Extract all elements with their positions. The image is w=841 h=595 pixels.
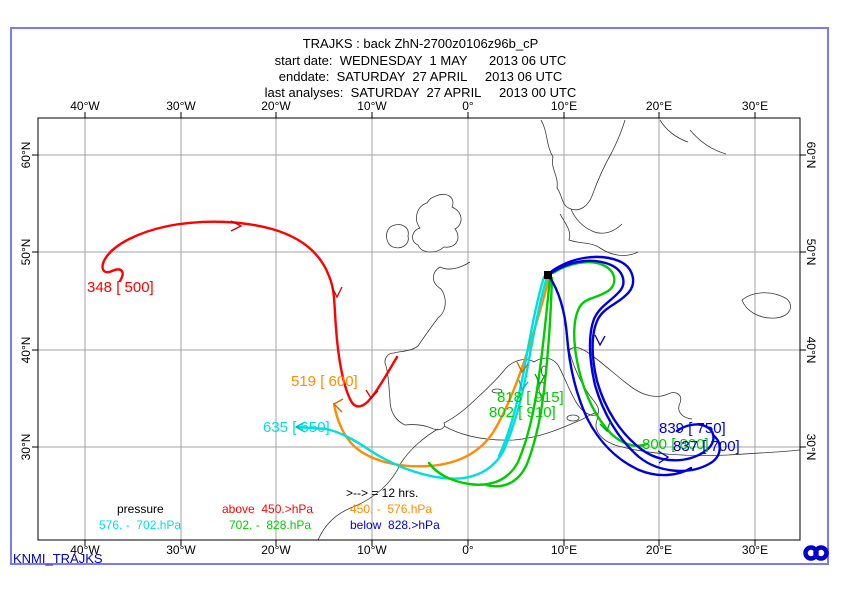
legend-band-702-828: 702. - 828.hPa (229, 518, 312, 532)
legend-band-576-702: 576. - 702.hPa (99, 518, 182, 532)
trajectory-label-915: 818 [ 915] (497, 389, 564, 406)
lon-label-bottom-40w: 40°W (70, 543, 100, 557)
trajectory-label-910: 802 [ 910] (489, 404, 556, 421)
trajectory-700hpa (547, 259, 721, 477)
map-grid (38, 118, 800, 540)
legend-arrow-note: >--> = 12 hrs. (346, 486, 419, 500)
lat-label-right-60n: 60°N (804, 141, 818, 169)
lat-label-left-60n: 60°N (19, 141, 33, 169)
legend-band-450-576: 450. - 576.hPa (350, 502, 433, 516)
receptor-square-marker (544, 271, 552, 279)
lon-label-bottom-10e: 10°E (550, 543, 578, 557)
start-date-line: start date: WEDNESDAY 1 MAY 2013 06 UTC (274, 53, 567, 68)
lat-label-left-30n: 30°N (19, 433, 33, 461)
lon-label-bottom-0: 0° (462, 543, 474, 557)
knmi-footer-brand: KNMI_TRAJKS (13, 551, 103, 566)
lat-label-left-40n: 40°N (19, 336, 33, 364)
lon-label-top-30e: 30°E (741, 99, 769, 113)
lon-label-top-40w: 40°W (70, 99, 100, 113)
trajectory-915hpa (427, 276, 552, 486)
lon-label-top-10w: 10°W (357, 99, 387, 113)
trajectory-label-600: 519 [ 600] (291, 373, 358, 390)
trajectory-800hpa (551, 261, 649, 447)
lon-label-bottom-20w: 20°W (261, 543, 291, 557)
trajectory-600hpa (332, 276, 551, 468)
lat-label-left-50n: 50°N (19, 238, 33, 266)
lon-label-bottom-10w: 10°W (357, 543, 387, 557)
legend-band-above-450: above 450.>hPa (222, 502, 314, 516)
trajectory-label-650: 635 [ 650] (263, 419, 330, 436)
trajectory-label-500: 348 [ 500] (87, 279, 154, 296)
lat-label-right-40n: 40°N (804, 336, 818, 364)
ec-logo-icon (803, 545, 829, 561)
trajectory-label-700: 837 [ 700] (673, 438, 740, 455)
lon-label-top-0: 0° (462, 99, 474, 113)
trajectory-910hpa (484, 276, 554, 488)
lon-label-top-20w: 20°W (261, 99, 291, 113)
figure-border (10, 27, 829, 565)
analyses-line: last analyses: SATURDAY 27 APRIL 2013 00… (264, 85, 577, 100)
trajectory-label-750: 839 [ 750] (659, 420, 726, 437)
end-date-line: enddate: SATURDAY 27 APRIL 2013 06 UTC (278, 69, 563, 84)
lat-label-right-30n: 30°N (804, 433, 818, 461)
coastlines (317, 119, 800, 540)
trajectory-label-800: 800 [ 800] (642, 436, 709, 453)
lon-label-top-10e: 10°E (550, 99, 578, 113)
lat-label-right-50n: 50°N (804, 238, 818, 266)
trajectory-500hpa (101, 220, 399, 408)
legend-band-below-828: below 828.>hPa (350, 518, 440, 532)
lon-label-bottom-20e: 20°E (645, 543, 673, 557)
map-frame (37, 117, 801, 541)
lon-label-bottom-30w: 30°W (166, 543, 196, 557)
trajectory-arrowheads (230, 220, 670, 464)
legend-pressure-title: pressure (117, 502, 164, 516)
lon-label-bottom-30e: 30°E (741, 543, 769, 557)
lon-label-top-30w: 30°W (166, 99, 196, 113)
axis-ticks (32, 112, 806, 546)
lon-label-top-20e: 20°E (645, 99, 673, 113)
page-title: TRAJKS : back ZhN-2700z0106z96b_cP (302, 36, 539, 51)
